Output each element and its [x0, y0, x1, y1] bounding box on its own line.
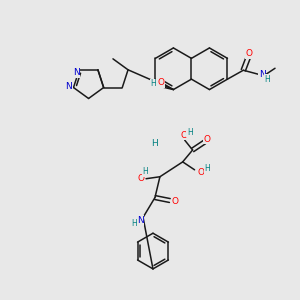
Text: N: N: [137, 216, 143, 225]
Text: N: N: [65, 82, 72, 91]
Text: O: O: [197, 168, 204, 177]
Text: H: H: [151, 79, 157, 88]
Text: N: N: [73, 68, 80, 77]
Text: O: O: [138, 174, 145, 183]
Text: O: O: [246, 49, 253, 58]
Text: H: H: [187, 128, 193, 137]
Text: O: O: [180, 130, 187, 140]
Text: H: H: [205, 164, 210, 173]
Text: H: H: [131, 219, 137, 228]
Text: H: H: [142, 167, 148, 176]
Text: H: H: [264, 75, 270, 84]
Text: O: O: [204, 135, 211, 144]
Text: N: N: [259, 70, 266, 79]
Text: H: H: [152, 139, 158, 148]
Text: O: O: [157, 78, 164, 87]
Text: O: O: [171, 197, 178, 206]
